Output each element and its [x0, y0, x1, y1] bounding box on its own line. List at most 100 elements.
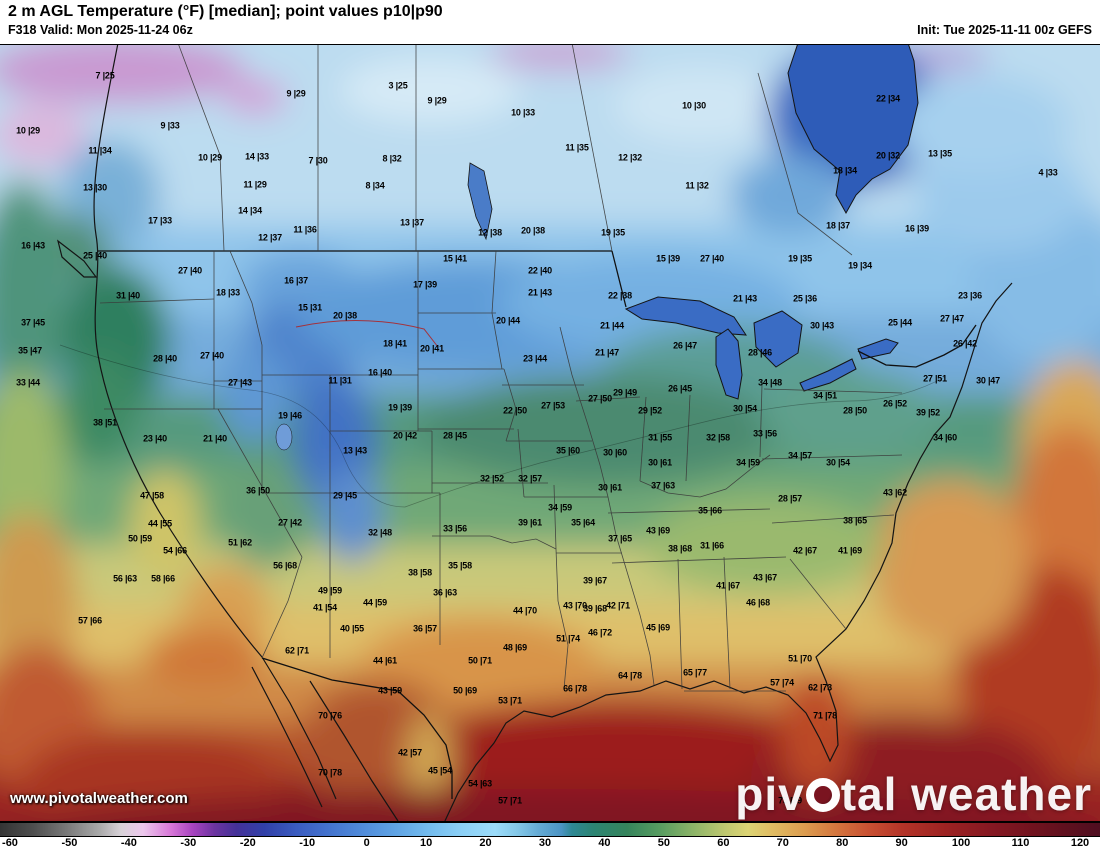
point-value-label: 58 |66	[151, 573, 175, 584]
point-value-label: 27 |50	[588, 393, 612, 404]
page-title: 2 m AGL Temperature (°F) [median]; point…	[8, 3, 443, 20]
point-value-label: 66 |78	[563, 683, 587, 694]
point-value-label: 41 |54	[313, 602, 337, 613]
point-value-label: 47 |58	[140, 490, 164, 501]
point-value-label: 35 |66	[698, 505, 722, 516]
point-value-label: 53 |71	[498, 695, 522, 706]
point-value-label: 29 |49	[613, 387, 637, 398]
point-value-label: 12 |37	[258, 232, 282, 243]
point-value-label: 23 |40	[143, 433, 167, 444]
point-value-label: 11 |31	[328, 375, 352, 386]
point-value-label: 17 |33	[148, 215, 172, 226]
temperature-field-svg	[0, 45, 1100, 821]
point-value-label: 64 |78	[618, 670, 642, 681]
point-value-label: 45 |54	[428, 765, 452, 776]
point-value-label: 30 |47	[976, 375, 1000, 386]
point-value-label: 26 |52	[883, 398, 907, 409]
point-value-label: 21 |43	[528, 287, 552, 298]
point-value-label: 34 |59	[736, 457, 760, 468]
brand-text-post: tal weather	[840, 768, 1092, 820]
point-value-label: 37 |63	[651, 480, 675, 491]
point-value-label: 30 |54	[826, 457, 850, 468]
point-value-label: 27 |51	[923, 373, 947, 384]
point-value-label: 22 |50	[503, 405, 527, 416]
point-value-label: 27 |40	[200, 350, 224, 361]
point-value-label: 14 |33	[245, 151, 269, 162]
point-value-label: 11 |34	[88, 145, 112, 156]
point-labels-layer: 7 |25 9 |29 3 |25 9 |29 10 |33 10 |30 22 |34 10…	[0, 45, 1100, 821]
temperature-map[interactable]: 7 |25 9 |29 3 |25 9 |29 10 |33 10 |30 22 |34 10…	[0, 44, 1100, 822]
point-value-label: 22 |38	[608, 290, 632, 301]
point-value-label: 27 |40	[178, 265, 202, 276]
point-value-label: 21 |40	[203, 433, 227, 444]
colorbar-tick-label: 10	[419, 837, 433, 849]
point-value-label: 30 |61	[648, 457, 672, 468]
point-value-label: 19 |35	[601, 227, 625, 238]
point-value-label: 46 |68	[746, 597, 770, 608]
point-value-label: 39 |68	[583, 603, 607, 614]
point-value-label: 20 |42	[393, 430, 417, 441]
point-value-label: 11 |36	[293, 224, 317, 235]
colorbar-strip	[0, 822, 1100, 837]
state-borders	[99, 45, 903, 692]
point-value-label: 35 |60	[556, 445, 580, 456]
country-borders	[98, 250, 977, 799]
colorbar-tick-label: 30	[538, 837, 552, 849]
point-value-label: 28 |50	[843, 405, 867, 416]
point-value-label: 12 |32	[618, 152, 642, 163]
colorbar-tick-label: 0	[363, 837, 370, 849]
point-value-label: 50 |69	[453, 685, 477, 696]
point-value-label: 44 |59	[363, 597, 387, 608]
point-value-label: 27 |47	[940, 313, 964, 324]
point-value-label: 51 |74	[556, 633, 580, 644]
point-value-label: 7 |25	[95, 70, 115, 81]
point-value-label: 13 |35	[928, 148, 952, 159]
point-value-label: 38 |58	[408, 567, 432, 578]
point-value-label: 19 |35	[788, 253, 812, 264]
point-value-label: 39 |67	[583, 575, 607, 586]
point-value-label: 49 |59	[318, 585, 342, 596]
point-value-label: 35 |47	[18, 345, 42, 356]
point-value-label: 56 |68	[273, 560, 297, 571]
point-value-label: 65 |77	[683, 667, 707, 678]
point-value-label: 39 |61	[518, 517, 542, 528]
point-value-label: 43 |69	[646, 525, 670, 536]
point-value-label: 23 |36	[958, 290, 982, 301]
point-value-label: 19 |34	[848, 260, 872, 271]
point-value-label: 46 |72	[588, 627, 612, 638]
point-value-label: 43 |70	[563, 600, 587, 611]
point-value-label: 20 |32	[876, 150, 900, 161]
point-value-label: 38 |65	[843, 515, 867, 526]
colorbar-tick-label: 20	[479, 837, 492, 849]
site-watermark: www.pivotalweather.com	[10, 790, 188, 807]
point-value-label: 10 |30	[682, 100, 706, 111]
point-value-label: 15 |31	[298, 302, 322, 313]
point-value-label: 13 |37	[400, 217, 424, 228]
point-value-label: 51 |62	[228, 537, 252, 548]
point-value-label: 42 |71	[606, 600, 630, 611]
point-value-label: 33 |56	[443, 523, 467, 534]
colorbar-tick-label: -50	[61, 837, 78, 849]
point-value-label: 40 |55	[340, 623, 364, 634]
point-value-label: 30 |54	[733, 403, 757, 414]
point-value-label: 27 |43	[228, 377, 252, 388]
point-value-label: 17 |39	[413, 279, 437, 290]
point-value-label: 50 |59	[128, 533, 152, 544]
colorbar-tick-label: 90	[895, 837, 908, 849]
point-value-label: 18 |33	[216, 287, 240, 298]
temperature-fill-field	[0, 45, 1100, 821]
point-value-label: 26 |45	[668, 383, 692, 394]
point-value-label: 41 |69	[838, 545, 862, 556]
point-value-label: 9 |29	[286, 88, 306, 99]
point-value-label: 44 |61	[373, 655, 397, 666]
colorbar-tick-label: -20	[239, 837, 256, 849]
point-value-label: 43 |67	[753, 572, 777, 583]
point-value-label: 32 |52	[480, 473, 504, 484]
point-value-label: 27 |40	[700, 253, 724, 264]
point-value-label: 15 |39	[656, 253, 680, 264]
point-value-label: 20 |38	[521, 225, 545, 236]
contour-lines	[59, 320, 946, 508]
point-value-label: 12 |38	[478, 227, 502, 238]
point-value-label: 27 |42	[278, 517, 302, 528]
